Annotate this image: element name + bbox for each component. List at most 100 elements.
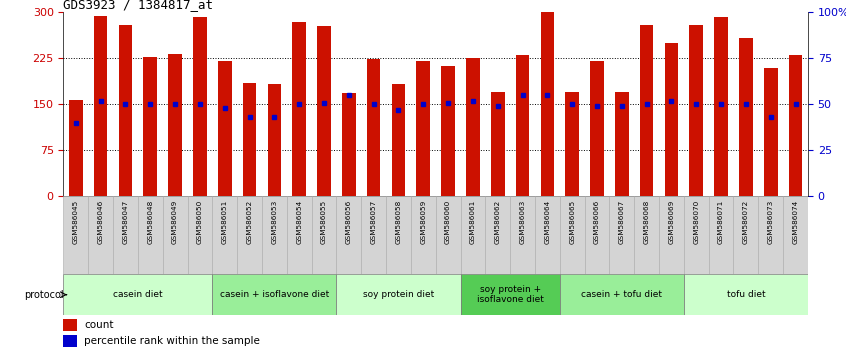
Text: GSM586050: GSM586050	[197, 200, 203, 244]
Text: GSM586045: GSM586045	[73, 200, 79, 244]
Bar	[585, 196, 609, 274]
Text: GSM586060: GSM586060	[445, 200, 451, 244]
Bar	[535, 196, 560, 274]
Bar	[640, 25, 653, 196]
Text: count: count	[85, 320, 114, 330]
Bar	[510, 196, 535, 274]
Text: GSM586064: GSM586064	[544, 200, 551, 244]
Bar	[212, 196, 237, 274]
Text: GSM586068: GSM586068	[644, 200, 650, 244]
Bar	[560, 274, 684, 315]
Bar	[516, 55, 530, 196]
Bar	[491, 92, 504, 196]
Text: GSM586056: GSM586056	[346, 200, 352, 244]
Bar	[88, 196, 113, 274]
Text: GSM586058: GSM586058	[395, 200, 402, 244]
Bar	[212, 274, 337, 315]
Text: GSM586055: GSM586055	[321, 200, 327, 244]
Bar	[267, 84, 281, 196]
Bar	[392, 84, 405, 196]
Bar	[367, 59, 381, 196]
Bar	[684, 196, 709, 274]
Text: casein + tofu diet: casein + tofu diet	[581, 290, 662, 299]
Text: GSM586052: GSM586052	[246, 200, 253, 244]
Bar	[168, 54, 182, 196]
Text: GSM586065: GSM586065	[569, 200, 575, 244]
Bar	[63, 319, 77, 331]
Text: GSM586063: GSM586063	[519, 200, 525, 244]
Bar	[591, 62, 604, 196]
Bar	[237, 196, 262, 274]
Text: tofu diet: tofu diet	[727, 290, 765, 299]
Bar	[63, 274, 212, 315]
Bar	[113, 196, 138, 274]
Text: GSM586067: GSM586067	[618, 200, 625, 244]
Text: GSM586070: GSM586070	[693, 200, 700, 244]
Text: protocol: protocol	[24, 290, 63, 300]
Bar	[416, 62, 430, 196]
Text: GSM586049: GSM586049	[172, 200, 179, 244]
Bar	[411, 196, 436, 274]
Text: GSM586046: GSM586046	[97, 200, 104, 244]
Text: soy protein diet: soy protein diet	[363, 290, 434, 299]
Bar	[337, 274, 460, 315]
Bar	[118, 25, 132, 196]
Bar	[615, 92, 629, 196]
Bar	[758, 196, 783, 274]
Bar	[709, 196, 733, 274]
Text: GSM586061: GSM586061	[470, 200, 476, 244]
Text: GSM586051: GSM586051	[222, 200, 228, 244]
Bar	[466, 58, 480, 196]
Bar	[337, 196, 361, 274]
Bar	[162, 196, 188, 274]
Bar	[689, 25, 703, 196]
Bar	[442, 66, 455, 196]
Bar	[262, 196, 287, 274]
Bar	[311, 196, 337, 274]
Bar	[560, 196, 585, 274]
Text: GDS3923 / 1384817_at: GDS3923 / 1384817_at	[63, 0, 213, 11]
Bar	[69, 99, 83, 196]
Bar	[94, 16, 107, 196]
Text: GSM586053: GSM586053	[272, 200, 277, 244]
Text: GSM586072: GSM586072	[743, 200, 749, 244]
Text: percentile rank within the sample: percentile rank within the sample	[85, 336, 261, 346]
Bar	[293, 22, 306, 196]
Bar	[486, 196, 510, 274]
Bar	[788, 55, 802, 196]
Bar	[764, 68, 777, 196]
Bar	[565, 92, 579, 196]
Bar	[665, 43, 678, 196]
Bar	[684, 274, 808, 315]
Bar	[460, 274, 560, 315]
Bar	[460, 196, 486, 274]
Bar	[188, 196, 212, 274]
Bar	[138, 196, 162, 274]
Bar	[243, 83, 256, 196]
Bar	[386, 196, 411, 274]
Bar	[659, 196, 684, 274]
Bar	[361, 196, 386, 274]
Text: GSM586074: GSM586074	[793, 200, 799, 244]
Bar	[783, 196, 808, 274]
Bar	[739, 38, 753, 196]
Bar	[541, 12, 554, 196]
Bar	[218, 62, 232, 196]
Text: GSM586059: GSM586059	[420, 200, 426, 244]
Text: GSM586057: GSM586057	[371, 200, 376, 244]
Text: GSM586054: GSM586054	[296, 200, 302, 244]
Text: GSM586073: GSM586073	[767, 200, 774, 244]
Text: GSM586066: GSM586066	[594, 200, 600, 244]
Text: GSM586069: GSM586069	[668, 200, 674, 244]
Bar	[287, 196, 311, 274]
Bar	[144, 57, 157, 196]
Text: casein diet: casein diet	[113, 290, 162, 299]
Bar	[63, 196, 88, 274]
Bar	[193, 17, 206, 196]
Bar	[317, 26, 331, 196]
Text: soy protein +
isoflavone diet: soy protein + isoflavone diet	[476, 285, 544, 304]
Bar	[609, 196, 634, 274]
Bar	[63, 335, 77, 347]
Bar	[733, 196, 758, 274]
Text: GSM586048: GSM586048	[147, 200, 153, 244]
